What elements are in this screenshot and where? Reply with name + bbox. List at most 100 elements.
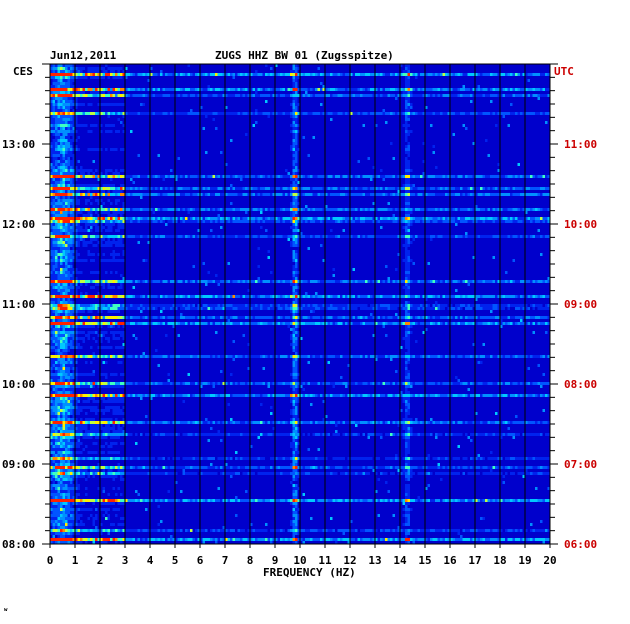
- heatmap-cell: [170, 220, 173, 223]
- heatmap-cell: [62, 244, 65, 247]
- heatmap-cell: [395, 175, 398, 178]
- heatmap-cell: [247, 322, 250, 325]
- heatmap-cell: [110, 214, 113, 217]
- heatmap-cell: [100, 310, 103, 313]
- heatmap-cell: [180, 316, 183, 319]
- heatmap-cell: [355, 94, 358, 97]
- heatmap-cell: [112, 316, 115, 319]
- heatmap-cell: [55, 139, 58, 142]
- heatmap-cell: [62, 178, 65, 181]
- heatmap-cell: [292, 88, 295, 91]
- heatmap-cell: [517, 220, 520, 223]
- heatmap-cell: [470, 235, 473, 238]
- heatmap-cell: [485, 139, 488, 142]
- heatmap-cell: [110, 253, 113, 256]
- heatmap-cell: [472, 316, 475, 319]
- heatmap-cell: [382, 235, 385, 238]
- heatmap-cell: [405, 319, 408, 322]
- heatmap-cell: [130, 94, 133, 97]
- heatmap-cell: [60, 94, 63, 97]
- heatmap-cell: [230, 187, 233, 190]
- heatmap-cell: [177, 316, 180, 319]
- heatmap-cell: [67, 214, 70, 217]
- heatmap-cell: [52, 262, 55, 265]
- heatmap-cell: [302, 316, 305, 319]
- heatmap-cell: [290, 148, 293, 151]
- heatmap-cell: [192, 220, 195, 223]
- heatmap-cell: [100, 172, 103, 175]
- heatmap-cell: [50, 244, 53, 247]
- heatmap-cell: [330, 220, 333, 223]
- heatmap-cell: [52, 199, 55, 202]
- heatmap-cell: [247, 112, 250, 115]
- heatmap-cell: [287, 238, 290, 241]
- heatmap-cell: [117, 259, 120, 262]
- heatmap-cell: [202, 112, 205, 115]
- heatmap-cell: [295, 232, 298, 235]
- heatmap-cell: [125, 208, 128, 211]
- heatmap-cell: [125, 220, 128, 223]
- heatmap-cell: [77, 136, 80, 139]
- heatmap-cell: [285, 280, 288, 283]
- heatmap-cell: [525, 217, 528, 220]
- heatmap-cell: [77, 259, 80, 262]
- heatmap-cell: [255, 295, 258, 298]
- heatmap-cell: [460, 316, 463, 319]
- heatmap-cell: [270, 295, 273, 298]
- heatmap-cell: [375, 175, 378, 178]
- heatmap-cell: [460, 88, 463, 91]
- heatmap-cell: [262, 304, 265, 307]
- heatmap-cell: [370, 220, 373, 223]
- heatmap-cell: [50, 211, 53, 214]
- heatmap-cell: [427, 73, 430, 76]
- heatmap-cell: [350, 187, 353, 190]
- heatmap-cell: [375, 322, 378, 325]
- heatmap-cell: [232, 76, 235, 79]
- heatmap-cell: [245, 187, 248, 190]
- heatmap-cell: [210, 307, 213, 310]
- heatmap-cell: [52, 232, 55, 235]
- heatmap-cell: [312, 187, 315, 190]
- heatmap-cell: [395, 73, 398, 76]
- heatmap-cell: [292, 292, 295, 295]
- heatmap-cell: [162, 220, 165, 223]
- heatmap-cell: [60, 79, 63, 82]
- heatmap-cell: [497, 208, 500, 211]
- heatmap-cell: [435, 187, 438, 190]
- heatmap-cell: [75, 97, 78, 100]
- heatmap-cell: [287, 172, 290, 175]
- heatmap-cell: [407, 211, 410, 214]
- heatmap-cell: [490, 100, 493, 103]
- heatmap-cell: [487, 280, 490, 283]
- heatmap-cell: [325, 220, 328, 223]
- heatmap-cell: [150, 307, 153, 310]
- heatmap-cell: [82, 241, 85, 244]
- heatmap-cell: [422, 187, 425, 190]
- heatmap-cell: [185, 322, 188, 325]
- heatmap-cell: [397, 208, 400, 211]
- heatmap-cell: [285, 235, 288, 238]
- heatmap-cell: [50, 121, 53, 124]
- heatmap-cell: [77, 322, 80, 325]
- heatmap-cell: [542, 73, 545, 76]
- heatmap-cell: [385, 73, 388, 76]
- heatmap-cell: [297, 103, 300, 106]
- heatmap-cell: [110, 202, 113, 205]
- heatmap-cell: [137, 154, 140, 157]
- heatmap-cell: [112, 310, 115, 313]
- heatmap-cell: [197, 88, 200, 91]
- heatmap-cell: [60, 178, 63, 181]
- heatmap-cell: [222, 94, 225, 97]
- heatmap-cell: [192, 187, 195, 190]
- heatmap-cell: [497, 73, 500, 76]
- heatmap-cell: [525, 193, 528, 196]
- heatmap-cell: [480, 175, 483, 178]
- heatmap-cell: [85, 76, 88, 79]
- heatmap-cell: [72, 67, 75, 70]
- heatmap-cell: [115, 244, 118, 247]
- heatmap-cell: [545, 208, 548, 211]
- heatmap-cell: [482, 112, 485, 115]
- heatmap-cell: [437, 94, 440, 97]
- heatmap-cell: [265, 235, 268, 238]
- heatmap-cell: [272, 220, 275, 223]
